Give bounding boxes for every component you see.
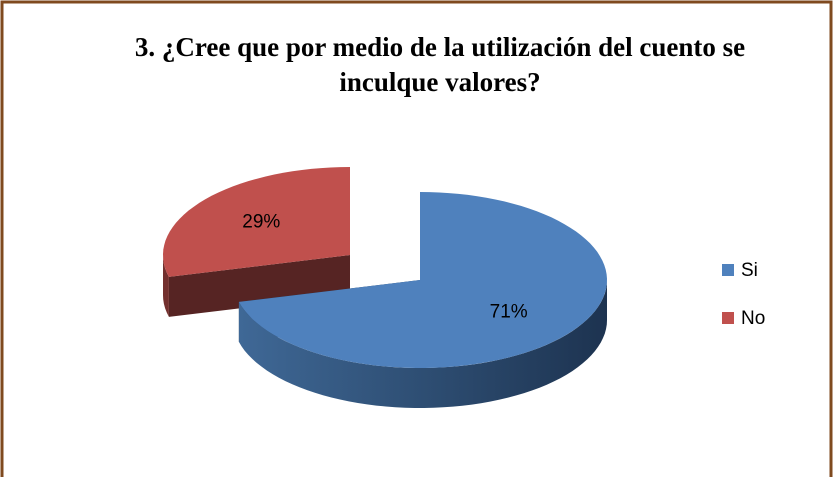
slice-top (163, 167, 350, 277)
slice-side (163, 255, 169, 317)
legend-label: Si (741, 260, 758, 281)
chart-title: 3. ¿Cree que por medio de la utilización… (134, 32, 746, 97)
legend-label: No (741, 308, 765, 329)
pie-slice (238, 192, 607, 408)
legend-swatch (722, 312, 734, 324)
slice-side (238, 280, 607, 408)
legend-swatch (722, 264, 734, 276)
data-label: 71% (490, 301, 528, 322)
pie-slice (163, 167, 350, 317)
slice-top (238, 192, 607, 368)
data-label: 29% (242, 212, 280, 233)
slice-face (168, 255, 350, 317)
